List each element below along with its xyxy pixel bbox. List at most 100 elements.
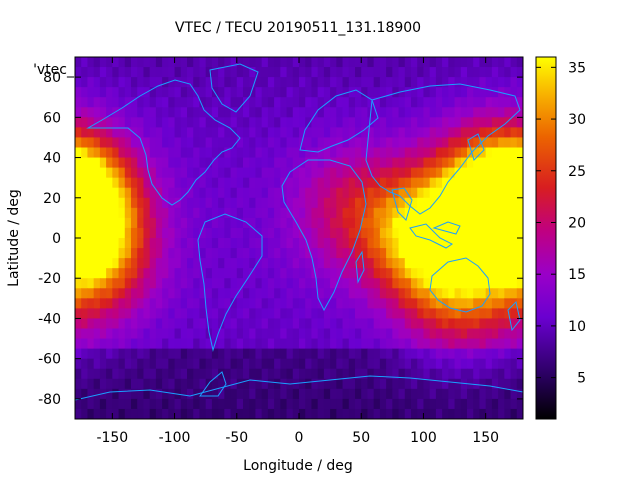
- heatmap-cell: [230, 278, 238, 289]
- heatmap-cell: [454, 328, 462, 340]
- heatmap-cell: [261, 388, 269, 400]
- heatmap-cell: [274, 268, 281, 279]
- heatmap-cell: [199, 157, 207, 169]
- heatmap-cell: [255, 137, 263, 149]
- heatmap-cell: [286, 187, 294, 199]
- heatmap-cell: [516, 177, 523, 189]
- heatmap-cell: [386, 268, 393, 279]
- heatmap-cell: [367, 338, 375, 350]
- heatmap-cell: [81, 157, 89, 169]
- heatmap-cell: [479, 298, 487, 309]
- heatmap-cell: [286, 238, 294, 249]
- heatmap-cell: [267, 358, 275, 370]
- heatmap-cell: [498, 288, 505, 299]
- heatmap-cell: [299, 378, 306, 390]
- heatmap-cell: [373, 117, 381, 128]
- heatmap-cell: [249, 137, 257, 149]
- heatmap-cell: [398, 348, 406, 360]
- heatmap-cell: [236, 127, 244, 139]
- heatmap-cell: [504, 107, 512, 118]
- heatmap-cell: [485, 67, 493, 78]
- heatmap-cell: [473, 368, 481, 380]
- heatmap-cell: [435, 207, 443, 219]
- heatmap-cell: [386, 298, 393, 309]
- heatmap-cell: [131, 368, 138, 380]
- heatmap-cell: [361, 318, 369, 330]
- heatmap-cell: [261, 187, 269, 199]
- heatmap-cell: [485, 408, 493, 419]
- heatmap-cell: [118, 358, 126, 370]
- heatmap-cell: [479, 107, 487, 118]
- heatmap-cell: [143, 388, 151, 400]
- heatmap-cell: [243, 338, 250, 350]
- heatmap-cell: [398, 388, 406, 400]
- heatmap-cell: [286, 207, 294, 219]
- heatmap-cell: [137, 77, 145, 88]
- heatmap-cell: [193, 177, 201, 189]
- heatmap-cell: [423, 358, 431, 370]
- heatmap-cell: [155, 258, 163, 269]
- heatmap-cell: [274, 147, 281, 159]
- heatmap-cell: [361, 358, 369, 370]
- heatmap-cell: [81, 368, 89, 380]
- heatmap-cell: [162, 258, 169, 269]
- heatmap-cell: [155, 348, 163, 360]
- heatmap-cell: [342, 197, 350, 209]
- heatmap-cell: [379, 328, 387, 340]
- heatmap-cell: [193, 127, 201, 139]
- heatmap-cell: [373, 338, 381, 350]
- heatmap-cell: [292, 338, 300, 350]
- heatmap-cell: [504, 97, 512, 108]
- heatmap-cell: [149, 288, 157, 299]
- heatmap-cell: [292, 278, 300, 289]
- heatmap-cell: [448, 187, 456, 199]
- heatmap-cell: [286, 117, 294, 128]
- heatmap-cell: [336, 328, 344, 340]
- heatmap-cell: [323, 378, 331, 390]
- heatmap-cell: [491, 338, 499, 350]
- heatmap-cell: [305, 97, 313, 108]
- heatmap-cell: [460, 177, 468, 189]
- heatmap-cell: [516, 298, 523, 309]
- heatmap-cell: [317, 358, 325, 370]
- heatmap-cell: [286, 368, 294, 380]
- heatmap-cell: [187, 147, 194, 159]
- heatmap-cell: [330, 197, 337, 209]
- heatmap-cell: [168, 358, 176, 370]
- heatmap-cell: [143, 398, 151, 410]
- heatmap-cell: [249, 77, 257, 88]
- heatmap-cell: [367, 308, 375, 320]
- heatmap-cell: [106, 368, 113, 380]
- heatmap-cell: [330, 157, 337, 169]
- heatmap-cell: [137, 248, 145, 259]
- heatmap-cell: [255, 398, 263, 410]
- heatmap-cell: [373, 278, 381, 289]
- heatmap-cell: [392, 137, 400, 149]
- heatmap-cell: [323, 157, 331, 169]
- heatmap-cell: [267, 328, 275, 340]
- heatmap-cell: [404, 308, 412, 320]
- heatmap-cell: [479, 157, 487, 169]
- heatmap-cell: [205, 278, 213, 289]
- heatmap-cell: [143, 167, 151, 179]
- heatmap-cell: [137, 217, 145, 229]
- heatmap-cell: [255, 167, 263, 179]
- heatmap-cell: [255, 298, 263, 309]
- heatmap-cell: [311, 338, 319, 350]
- heatmap-cell: [299, 57, 306, 68]
- heatmap-cell: [398, 57, 406, 68]
- heatmap-cell: [491, 378, 499, 390]
- heatmap-cell: [467, 197, 474, 209]
- heatmap-cell: [305, 248, 313, 259]
- heatmap-cell: [118, 248, 126, 259]
- heatmap-cell: [348, 298, 356, 309]
- heatmap-cell: [379, 127, 387, 139]
- heatmap-cell: [124, 308, 132, 320]
- heatmap-cell: [187, 288, 194, 299]
- heatmap-cell: [336, 187, 344, 199]
- heatmap-cell: [261, 207, 269, 219]
- heatmap-cell: [168, 117, 176, 128]
- heatmap-cell: [485, 248, 493, 259]
- heatmap-cell: [386, 308, 393, 320]
